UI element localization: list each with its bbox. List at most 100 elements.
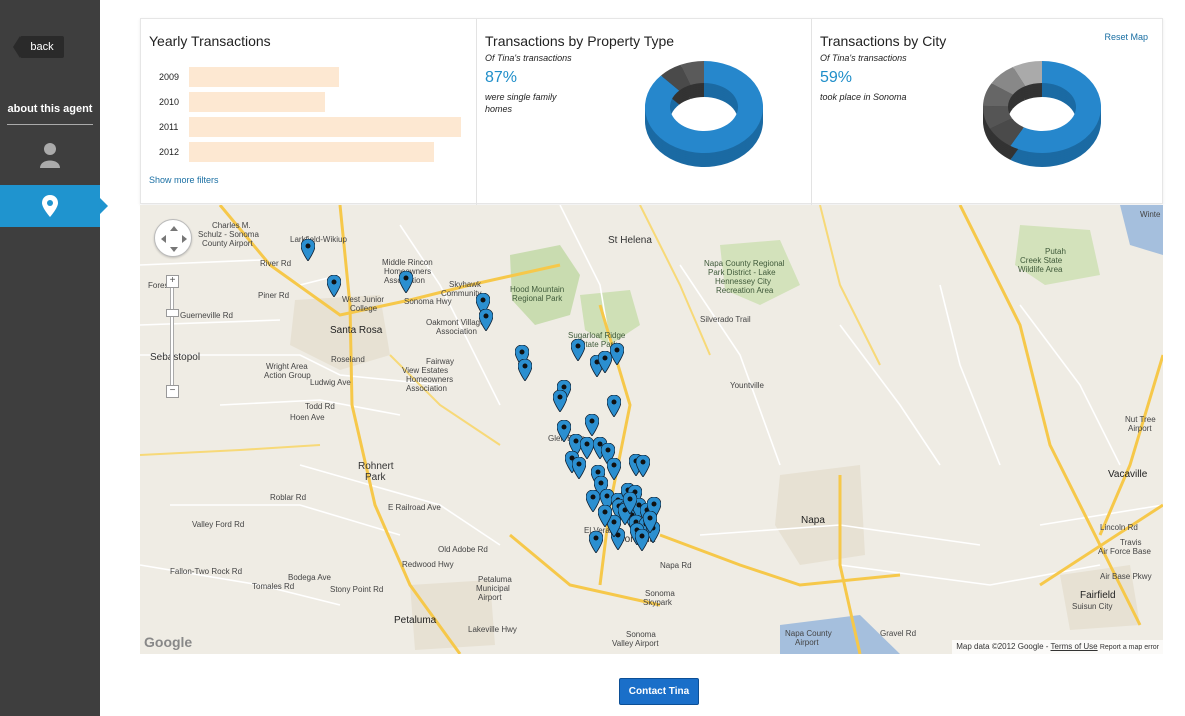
year-label: 2009	[159, 72, 180, 82]
person-icon	[40, 143, 60, 168]
transactions-map[interactable]: Larkfield-Wikiup Charles M. Schulz - Son…	[140, 205, 1163, 654]
back-button[interactable]: back	[13, 36, 64, 58]
sidebar-item-profile[interactable]	[0, 130, 100, 180]
map-label-hoen: Hoen Ave	[290, 413, 325, 422]
terms-of-use-link[interactable]: Terms of Use	[1050, 642, 1098, 651]
map-label-putah-creek: Creek State	[1020, 256, 1063, 265]
map-label-petaluma-municipal-1: Petaluma	[478, 575, 512, 584]
transaction-pin[interactable]	[606, 457, 622, 481]
transaction-pin[interactable]	[597, 504, 613, 528]
property-type-subtitle: Of Tina's transactions	[485, 53, 572, 63]
map-label-gravel: Gravel Rd	[880, 629, 917, 638]
map-label-napa: Napa	[801, 515, 825, 526]
map-label-larkfield: Larkfield-Wikiup	[290, 235, 347, 244]
map-label-petaluma-municipal-3: Airport	[478, 593, 502, 602]
contact-agent-button[interactable]: Contact Tina	[619, 678, 699, 705]
map-label-college: College	[350, 304, 378, 313]
transaction-pin[interactable]	[642, 510, 658, 534]
transaction-pin[interactable]	[622, 491, 638, 515]
map-data-text: Map data ©2012 Google	[956, 642, 1044, 651]
donut-slice	[1010, 61, 1101, 153]
map-label-fw-homeowners: Homeowners	[406, 375, 454, 384]
map-label-air-base: Air Base Pkwy	[1100, 572, 1152, 581]
map-label-e-railroad: E Railroad Ave	[388, 503, 441, 512]
transaction-pin[interactable]	[552, 389, 568, 413]
year-bar	[189, 67, 339, 87]
map-label-action-group: Action Group	[264, 371, 311, 380]
donut-slice	[983, 105, 1013, 129]
map-label-fw-association: Association	[406, 384, 447, 393]
zoom-in-button[interactable]: +	[166, 275, 179, 288]
report-map-error-link[interactable]: Report a map error	[1099, 644, 1159, 651]
map-label-wildlife: Wildlife Area	[1018, 265, 1063, 274]
transaction-pin[interactable]	[634, 528, 650, 552]
transaction-pin[interactable]	[584, 413, 600, 437]
transaction-pin[interactable]	[635, 454, 651, 478]
transaction-pin[interactable]	[579, 436, 595, 460]
map-label-state-park: State Park	[580, 340, 618, 349]
map-label-bodega: Bodega Ave	[288, 573, 332, 582]
transaction-pin[interactable]	[517, 358, 533, 382]
zoom-out-button[interactable]: −	[166, 385, 179, 398]
map-label-fairway: Fairway	[426, 357, 455, 366]
map-label-stony-point: Stony Point Rd	[330, 585, 384, 594]
transaction-pin[interactable]	[300, 238, 316, 262]
map-label-charles: Charles M.	[212, 221, 251, 230]
transaction-pin[interactable]	[585, 489, 601, 513]
transaction-pin[interactable]	[606, 394, 622, 418]
pan-control[interactable]	[154, 219, 192, 257]
donut-slice	[991, 66, 1026, 95]
map-label-sonoma-hwy: Sonoma Hwy	[404, 297, 452, 306]
year-bar	[189, 92, 325, 112]
transaction-pin[interactable]	[398, 270, 414, 294]
property-type-description: were single family homes	[485, 92, 557, 114]
city-panel: Transactions by City Reset Map Of Tina's…	[811, 19, 1164, 205]
city-description: took place in Sonoma	[820, 92, 907, 102]
show-more-filters-link[interactable]: Show more filters	[149, 175, 219, 185]
map-label-napa-county-airport-1: Napa County	[785, 629, 832, 638]
donut-slice	[989, 118, 1024, 146]
map-label-park-district: Park District - Lake	[708, 268, 776, 277]
transaction-pin[interactable]	[570, 338, 586, 362]
map-label-sebastopol: Sebastopol	[150, 352, 201, 363]
transaction-pin[interactable]	[326, 274, 342, 298]
map-label-vacaville: Vacaville	[1108, 469, 1148, 480]
map-label-regional-park: Regional Park	[512, 294, 563, 303]
transaction-pin[interactable]	[475, 292, 491, 316]
donut-slice	[680, 61, 704, 85]
yearly-transactions-panel: Yearly Transactions 2009 2010 2011 2012 Sho…	[141, 19, 476, 205]
transaction-pin[interactable]	[592, 436, 608, 460]
sidebar-item-map[interactable]	[0, 185, 108, 227]
transaction-pin[interactable]	[588, 530, 604, 554]
donut-slice	[983, 83, 1013, 107]
map-attribution: Map data ©2012 Google - Terms of Use Rep…	[952, 640, 1163, 654]
map-label-wright: Wright Area	[266, 362, 308, 371]
transaction-pin[interactable]	[571, 456, 587, 480]
google-logo: Google	[144, 634, 193, 650]
zoom-slider-track[interactable]	[170, 281, 174, 391]
year-row: 2012	[159, 142, 434, 162]
reset-map-link[interactable]: Reset Map	[1104, 32, 1148, 42]
transaction-pin[interactable]	[609, 342, 625, 366]
transaction-pin[interactable]	[478, 308, 494, 332]
map-label-guerneville-rd: Guerneville Rd	[180, 311, 233, 320]
map-label-skyhawk: Skyhawk	[449, 280, 482, 289]
donut-slice	[1012, 61, 1042, 87]
zoom-slider-knob[interactable]	[166, 309, 179, 317]
transaction-pin[interactable]	[556, 419, 572, 443]
map-label-sugarloaf: Sugarloaf Ridge	[568, 331, 626, 340]
map-label-sonoma-skypark-2: Skypark	[643, 598, 672, 607]
donut-slice	[660, 64, 691, 91]
year-row: 2009	[159, 67, 339, 87]
map-label-suisun: Suisun City	[1072, 602, 1113, 611]
map-label-roseland: Roseland	[331, 355, 365, 364]
map-label-county-airport: County Airport	[202, 239, 253, 248]
map-label-napa-rd: Napa Rd	[660, 561, 692, 570]
map-label-valley-ford: Valley Ford Rd	[192, 520, 245, 529]
map-label-napa-county-airport-2: Airport	[795, 638, 819, 647]
map-label-yountville: Yountville	[730, 381, 764, 390]
year-bar	[189, 142, 434, 162]
year-row: 2011	[159, 117, 461, 137]
map-label-old-adobe: Old Adobe Rd	[438, 545, 488, 554]
map-label-el-verano: El Verano	[584, 526, 619, 535]
